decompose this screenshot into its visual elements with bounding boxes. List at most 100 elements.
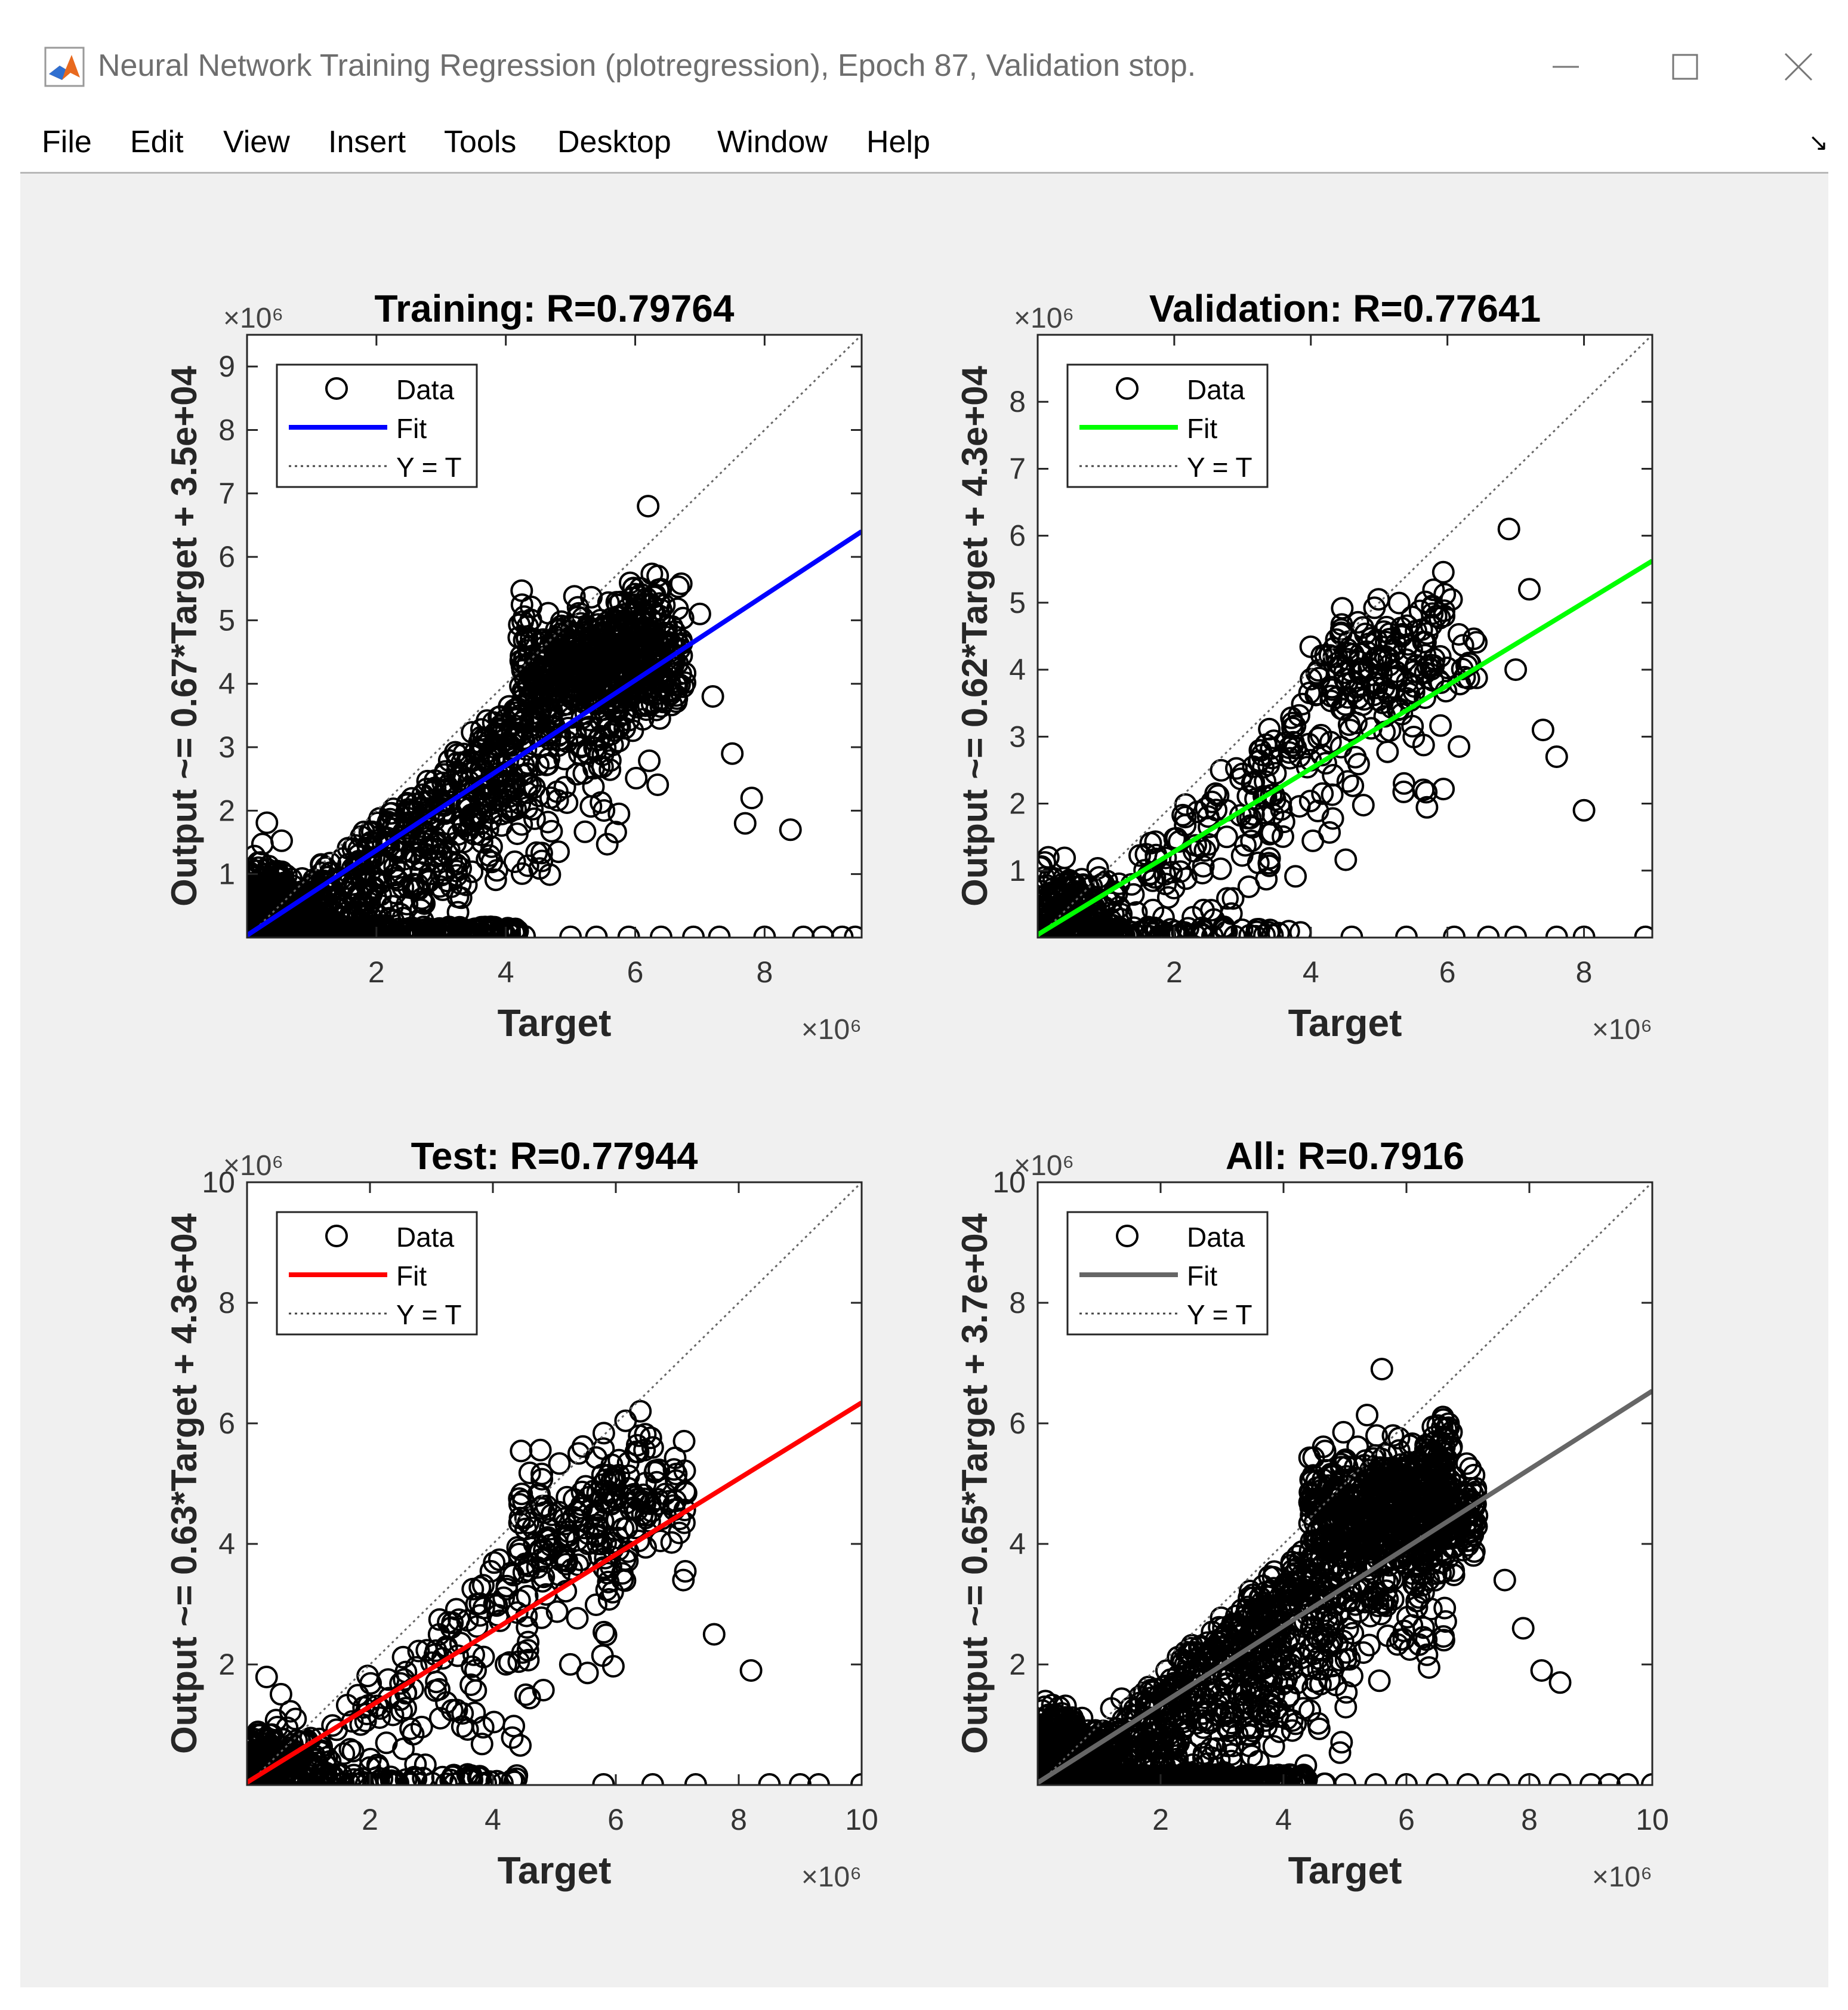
data-point	[459, 1673, 483, 1696]
minimize-button[interactable]	[1530, 37, 1602, 97]
chart-title: Test: R=0.77944	[411, 1135, 698, 1177]
data-point	[1307, 1712, 1330, 1735]
data-point	[459, 807, 482, 830]
menu-edit[interactable]: Edit	[130, 125, 184, 159]
menu-view[interactable]: View	[223, 125, 290, 159]
menu-window[interactable]: Window	[717, 125, 828, 159]
data-point	[646, 565, 670, 587]
data-point	[1154, 873, 1177, 896]
data-point	[514, 1683, 537, 1706]
data-point	[423, 825, 446, 849]
data-point	[350, 1767, 374, 1785]
legend-fit-label: Fit	[396, 413, 427, 444]
menu-help[interactable]: Help	[866, 125, 930, 159]
data-point	[586, 1532, 609, 1555]
data-point	[1431, 560, 1455, 584]
y-multiplier: ×10⁶	[223, 303, 283, 334]
data-point	[250, 1722, 273, 1746]
menu-file[interactable]: File	[42, 125, 92, 159]
data-point	[1518, 578, 1541, 601]
data-point	[1341, 774, 1365, 797]
data-point	[618, 675, 641, 698]
dock-arrow-icon[interactable]: ↘	[1808, 130, 1828, 156]
data-point	[523, 807, 546, 830]
data-point	[463, 809, 486, 833]
data-point	[479, 1770, 502, 1785]
data-point	[1216, 887, 1239, 910]
menu-insert[interactable]: Insert	[328, 125, 406, 159]
data-point	[1186, 800, 1209, 824]
data-point	[559, 1653, 582, 1676]
data-point	[424, 921, 447, 938]
data-point	[465, 1615, 489, 1638]
data-point	[588, 1499, 610, 1522]
identity-line	[247, 1182, 862, 1785]
data-point	[508, 1493, 531, 1516]
data-point	[567, 1442, 590, 1465]
data-point	[376, 1769, 399, 1785]
y-tick-label: 9	[218, 350, 235, 383]
data-point	[368, 1706, 391, 1730]
data-point	[1320, 685, 1343, 708]
plot-contents	[247, 335, 862, 938]
data-point	[462, 822, 486, 846]
menu-desktop[interactable]: Desktop	[557, 125, 671, 159]
data-point	[1160, 861, 1183, 884]
data-point	[516, 654, 539, 677]
data-point	[528, 857, 551, 880]
data-point	[508, 1589, 531, 1612]
data-point	[400, 840, 424, 864]
maximize-button[interactable]	[1649, 37, 1721, 97]
x-tick-label: 6	[607, 1803, 624, 1836]
close-button[interactable]	[1763, 37, 1834, 97]
data-point	[530, 628, 553, 652]
data-point	[607, 802, 631, 825]
data-point	[1158, 924, 1181, 938]
data-point	[247, 877, 265, 900]
y-tick-label: 8	[218, 413, 235, 446]
data-point	[1230, 918, 1254, 938]
data-point	[779, 818, 802, 841]
data-point	[1240, 830, 1263, 853]
menu-tools[interactable]: Tools	[444, 125, 517, 159]
legend-data-marker	[1116, 377, 1139, 400]
data-point	[566, 1607, 589, 1630]
data-point	[1422, 578, 1445, 602]
title-bar[interactable]: Neural Network Training Regression (plot…	[20, 24, 1828, 113]
data-point	[597, 1570, 620, 1593]
data-point	[247, 1769, 269, 1785]
data-point	[532, 1679, 555, 1701]
data-point	[1038, 874, 1059, 897]
data-point	[1171, 803, 1195, 827]
data-point	[445, 859, 468, 883]
y-tick-label: 3	[1009, 720, 1026, 753]
data-point	[1107, 872, 1131, 895]
data-point	[391, 1645, 415, 1669]
data-point	[1465, 631, 1488, 654]
x-tick-label: 8	[756, 955, 773, 989]
data-point	[1433, 1596, 1457, 1620]
legend-data-marker	[325, 377, 348, 400]
y-tick-label: 2	[1009, 787, 1026, 821]
data-point	[546, 789, 569, 812]
data-point	[1363, 596, 1386, 619]
data-point	[566, 1553, 590, 1576]
data-point	[593, 649, 616, 672]
y-axis-label: Output ~= 0.67*Target + 3.5e+04	[164, 365, 204, 907]
data-point	[1412, 630, 1435, 653]
data-point	[428, 1608, 451, 1631]
y-tick-label: 2	[218, 794, 235, 827]
data-point	[345, 851, 368, 874]
x-tick-label: 4	[485, 1803, 501, 1836]
data-point	[399, 1717, 422, 1740]
data-point	[584, 1593, 607, 1616]
maximize-icon	[1672, 54, 1698, 80]
data-point	[548, 1563, 570, 1586]
data-point	[1260, 821, 1284, 844]
